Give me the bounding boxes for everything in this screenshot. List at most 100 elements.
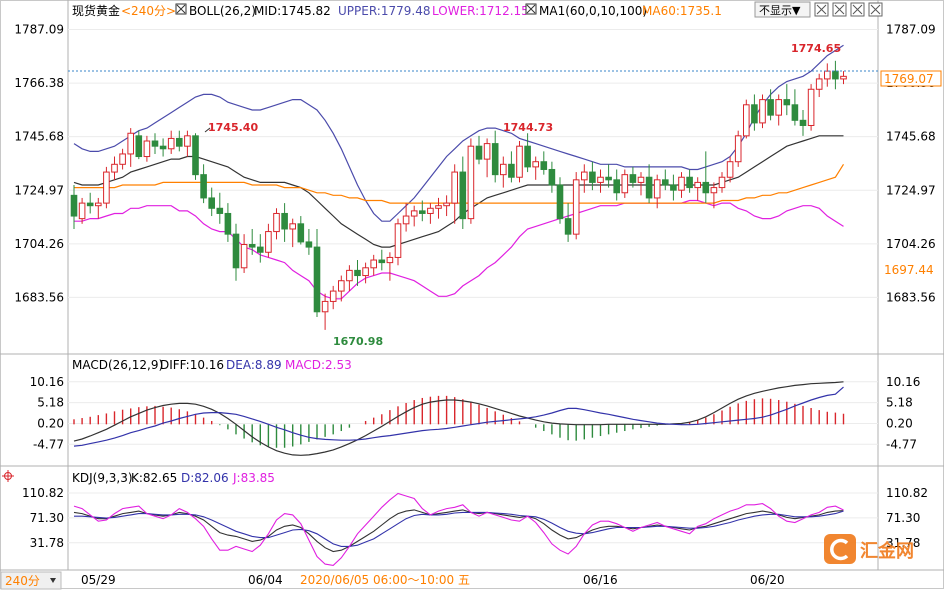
candle-body	[354, 269, 361, 277]
candle-body	[783, 99, 791, 106]
candle-body	[135, 135, 143, 158]
annotation-high-3: 1774.65	[791, 42, 841, 55]
candle-body	[629, 174, 637, 183]
close-icon[interactable]	[868, 2, 883, 17]
price-tick-left: 1704.26	[14, 237, 64, 251]
other-price-label: 1697.44	[884, 263, 934, 277]
candle-body	[686, 176, 693, 189]
annotation-pointer-1	[204, 127, 211, 133]
macd-label: MACD(26,12,9)	[72, 358, 163, 372]
candle-body	[645, 176, 653, 199]
hide-button-label: 不显示▼	[759, 4, 801, 17]
macd-header: MACD(26,12,9) DIFF:10.16 DEA:8.89 MACD:2…	[72, 358, 352, 372]
macd-value: MACD:2.53	[285, 358, 352, 372]
ma60-value: MA60:1735.1	[642, 4, 722, 18]
crosshair-icon[interactable]	[2, 470, 14, 482]
candle-body	[532, 161, 540, 168]
series-d	[74, 510, 844, 547]
price-tick-right: 1704.26	[886, 237, 936, 251]
candle-body	[305, 241, 313, 248]
candle-body	[103, 171, 110, 204]
macd-tick-right: 0.20	[886, 416, 913, 430]
series-lower	[74, 199, 844, 300]
kdj-label: KDJ(9,3,3)	[72, 471, 133, 485]
cursor-time-box	[298, 572, 460, 588]
annotation-high-1: 1745.40	[208, 121, 258, 134]
candle-body	[799, 119, 807, 126]
candle-body	[240, 244, 248, 269]
candle-body	[759, 99, 766, 124]
candle-body	[832, 70, 839, 80]
candle-body	[694, 181, 702, 189]
candle-body	[257, 246, 264, 253]
series-upper	[73, 44, 844, 222]
period-selector-label: 240分	[5, 574, 40, 588]
candle-body	[670, 184, 677, 191]
kdj-tick-left: 71.30	[30, 511, 64, 525]
kdj-tick-left: 110.82	[22, 486, 64, 500]
macd-tick-right: 5.18	[886, 396, 913, 410]
tool-icon[interactable]	[832, 2, 847, 17]
candle-body	[386, 256, 394, 264]
candle-body	[807, 88, 815, 126]
current-price-marker: 1769.07	[880, 70, 942, 87]
macd-tick-right: 10.16	[886, 375, 920, 389]
price-tick-right: 1683.56	[886, 290, 936, 304]
candle-body	[151, 140, 159, 147]
candle-body	[491, 143, 499, 176]
candle-body	[621, 174, 629, 194]
candle-body	[572, 179, 580, 235]
candle-body	[840, 75, 847, 80]
candle-body	[329, 290, 337, 302]
toggle-icon[interactable]	[814, 2, 829, 17]
kdj-k: K:82.65	[131, 471, 177, 485]
candle-body	[184, 135, 191, 147]
candle-body	[281, 212, 288, 230]
boll-toggle-mark	[176, 4, 186, 14]
series-mid	[73, 135, 844, 248]
restore-icon[interactable]	[850, 2, 865, 17]
candle-body	[597, 176, 604, 183]
macd-diff: DIFF:10.16	[160, 358, 224, 372]
candle-body	[500, 163, 507, 176]
boll-lower: LOWER:1712.15	[432, 4, 529, 18]
kdj-tick-right: 110.82	[886, 486, 928, 500]
kdj-d: D:82.06	[181, 471, 229, 485]
candle-body	[362, 267, 369, 277]
candle-body	[467, 145, 475, 220]
price-tick-left: 1683.56	[14, 290, 64, 304]
candle-body	[548, 168, 556, 186]
date-label-2: 06/04	[248, 573, 283, 587]
boll-label: BOLL(26,2)	[189, 4, 256, 18]
candle-body	[192, 135, 199, 176]
candle-body	[208, 197, 215, 209]
candle-body	[410, 210, 418, 217]
candle-body	[702, 181, 710, 194]
candle-body	[224, 212, 232, 235]
date-label-1: 05/29	[81, 573, 116, 587]
candle-body	[297, 223, 305, 243]
candle-body	[443, 202, 450, 207]
price-tick-right: 1724.97	[886, 183, 936, 197]
candle-body	[419, 210, 426, 214]
candle-body	[791, 104, 799, 121]
macd-tick-left: -4.77	[33, 437, 64, 451]
candle-body	[216, 207, 224, 214]
candle-body	[475, 145, 483, 160]
hide-button[interactable]: 不显示▼	[754, 1, 811, 18]
candle-body	[200, 174, 207, 199]
kdj-tick-left: 31.78	[30, 536, 64, 550]
candle-body	[378, 259, 386, 264]
kdj-header: KDJ(9,3,3) K:82.65 D:82.06 J:83.85	[72, 471, 275, 485]
macd-tick-left: 5.18	[37, 396, 64, 410]
candle-body	[662, 179, 669, 186]
candle-body	[78, 202, 86, 220]
chevron-down-icon	[50, 578, 56, 583]
series-k	[73, 509, 844, 553]
candle-body	[775, 99, 783, 116]
candle-body	[637, 176, 645, 183]
candle-body	[451, 171, 458, 204]
period-selector[interactable]: 240分	[0, 571, 62, 590]
